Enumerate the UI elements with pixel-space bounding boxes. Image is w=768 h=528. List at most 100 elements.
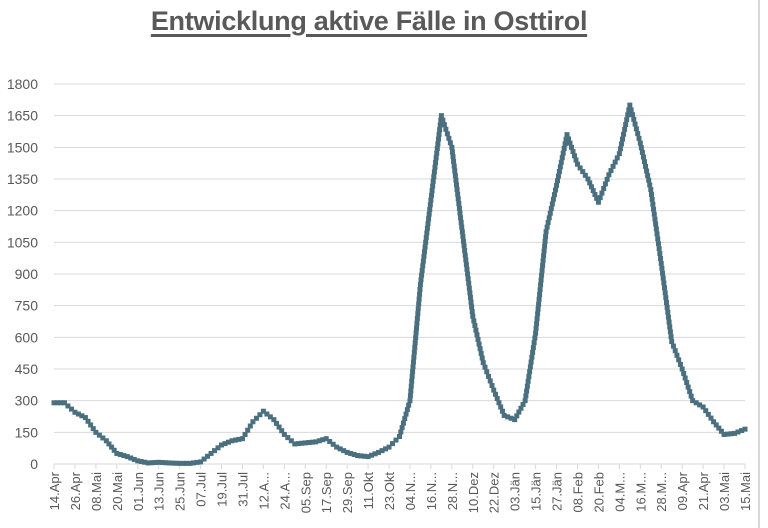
data-marker [88, 422, 94, 428]
data-marker [599, 190, 605, 196]
data-marker [545, 219, 551, 225]
data-marker [685, 384, 691, 390]
x-tick-label: 04.M... [612, 472, 627, 512]
data-marker [410, 369, 416, 375]
y-axis-labels: 0 150 300 450 600 750 900 1050 1200 1350 1500 1650 1… [7, 76, 38, 472]
data-marker [393, 437, 399, 443]
data-marker [386, 444, 392, 450]
data-marker [489, 383, 495, 389]
data-marker [330, 441, 336, 447]
data-marker [163, 460, 169, 466]
data-marker [482, 364, 488, 370]
data-marker [103, 438, 109, 444]
data-marker [620, 136, 626, 142]
data-marker [476, 341, 482, 347]
data-marker [451, 163, 457, 169]
data-marker [128, 455, 134, 461]
data-marker [348, 450, 354, 456]
data-marker [648, 187, 654, 193]
x-tick-label: 05.Sep [298, 472, 313, 513]
x-tick-label: 10.Dez [466, 472, 481, 513]
x-tick-label: 08.Mai [89, 472, 104, 511]
data-marker [454, 182, 460, 188]
data-marker [131, 456, 137, 462]
x-tick-label: 24.A... [277, 472, 292, 510]
data-marker [75, 411, 81, 417]
data-marker [711, 419, 717, 425]
data-marker [637, 140, 643, 146]
data-marker [472, 323, 478, 329]
data-marker [212, 448, 218, 454]
data-marker [423, 239, 429, 245]
data-marker [460, 233, 466, 239]
data-marker [225, 439, 231, 445]
data-marker [418, 277, 424, 283]
data-marker [641, 159, 647, 165]
data-marker [402, 416, 408, 422]
data-marker [454, 187, 460, 193]
data-marker [688, 393, 694, 399]
chart-title: Entwicklung aktive Fälle in Osttirol [150, 6, 588, 36]
data-marker [660, 270, 666, 276]
data-marker [664, 304, 670, 310]
data-marker [135, 458, 141, 464]
data-marker [90, 426, 96, 432]
data-marker [467, 294, 473, 300]
data-marker [424, 230, 430, 236]
data-marker [68, 406, 74, 412]
data-marker [417, 291, 423, 297]
data-marker [173, 460, 179, 466]
y-tick-label: 1500 [7, 139, 38, 155]
data-marker [554, 178, 560, 184]
data-marker [687, 389, 693, 395]
gridlines [54, 83, 745, 465]
x-tick-label: 26.Apr [68, 471, 83, 510]
data-marker [166, 460, 172, 466]
data-marker [222, 441, 228, 447]
data-marker [543, 234, 549, 240]
data-marker [485, 373, 491, 379]
data-marker [351, 452, 357, 457]
data-marker [427, 202, 433, 208]
data-marker [93, 429, 99, 435]
data-marker [577, 165, 583, 171]
data-marker [608, 168, 614, 174]
data-marker [674, 352, 680, 358]
data-marker [533, 325, 539, 331]
data-marker [725, 431, 731, 437]
data-marker [632, 121, 638, 127]
data-marker [61, 400, 67, 406]
data-marker [574, 161, 580, 167]
data-marker [721, 431, 727, 437]
data-marker [508, 415, 514, 421]
data-marker [542, 243, 548, 249]
data-marker [716, 425, 722, 431]
data-marker [566, 136, 572, 142]
data-marker [399, 425, 405, 431]
data-marker [180, 460, 186, 466]
data-marker [365, 454, 371, 460]
data-marker [421, 253, 427, 259]
data-marker [478, 350, 484, 356]
data-marker [644, 168, 650, 174]
data-marker [412, 340, 418, 346]
x-tick-label: 25.Jun [173, 472, 188, 511]
data-marker [610, 163, 616, 169]
data-marker [657, 251, 663, 257]
data-marker [559, 155, 565, 161]
data-marker [648, 191, 654, 197]
data-marker [625, 112, 631, 118]
data-marker [461, 243, 467, 249]
data-marker [441, 122, 447, 128]
data-marker [398, 429, 404, 435]
data-marker [662, 285, 668, 291]
data-marker [417, 286, 423, 292]
data-marker [655, 236, 661, 242]
data-marker [527, 364, 533, 370]
data-marker [484, 369, 490, 375]
x-tick-label: 15.Jän [529, 472, 544, 511]
x-tick-label: 13.Jun [152, 472, 167, 511]
data-marker [700, 404, 706, 410]
data-marker [629, 112, 635, 118]
data-marker [194, 459, 200, 465]
